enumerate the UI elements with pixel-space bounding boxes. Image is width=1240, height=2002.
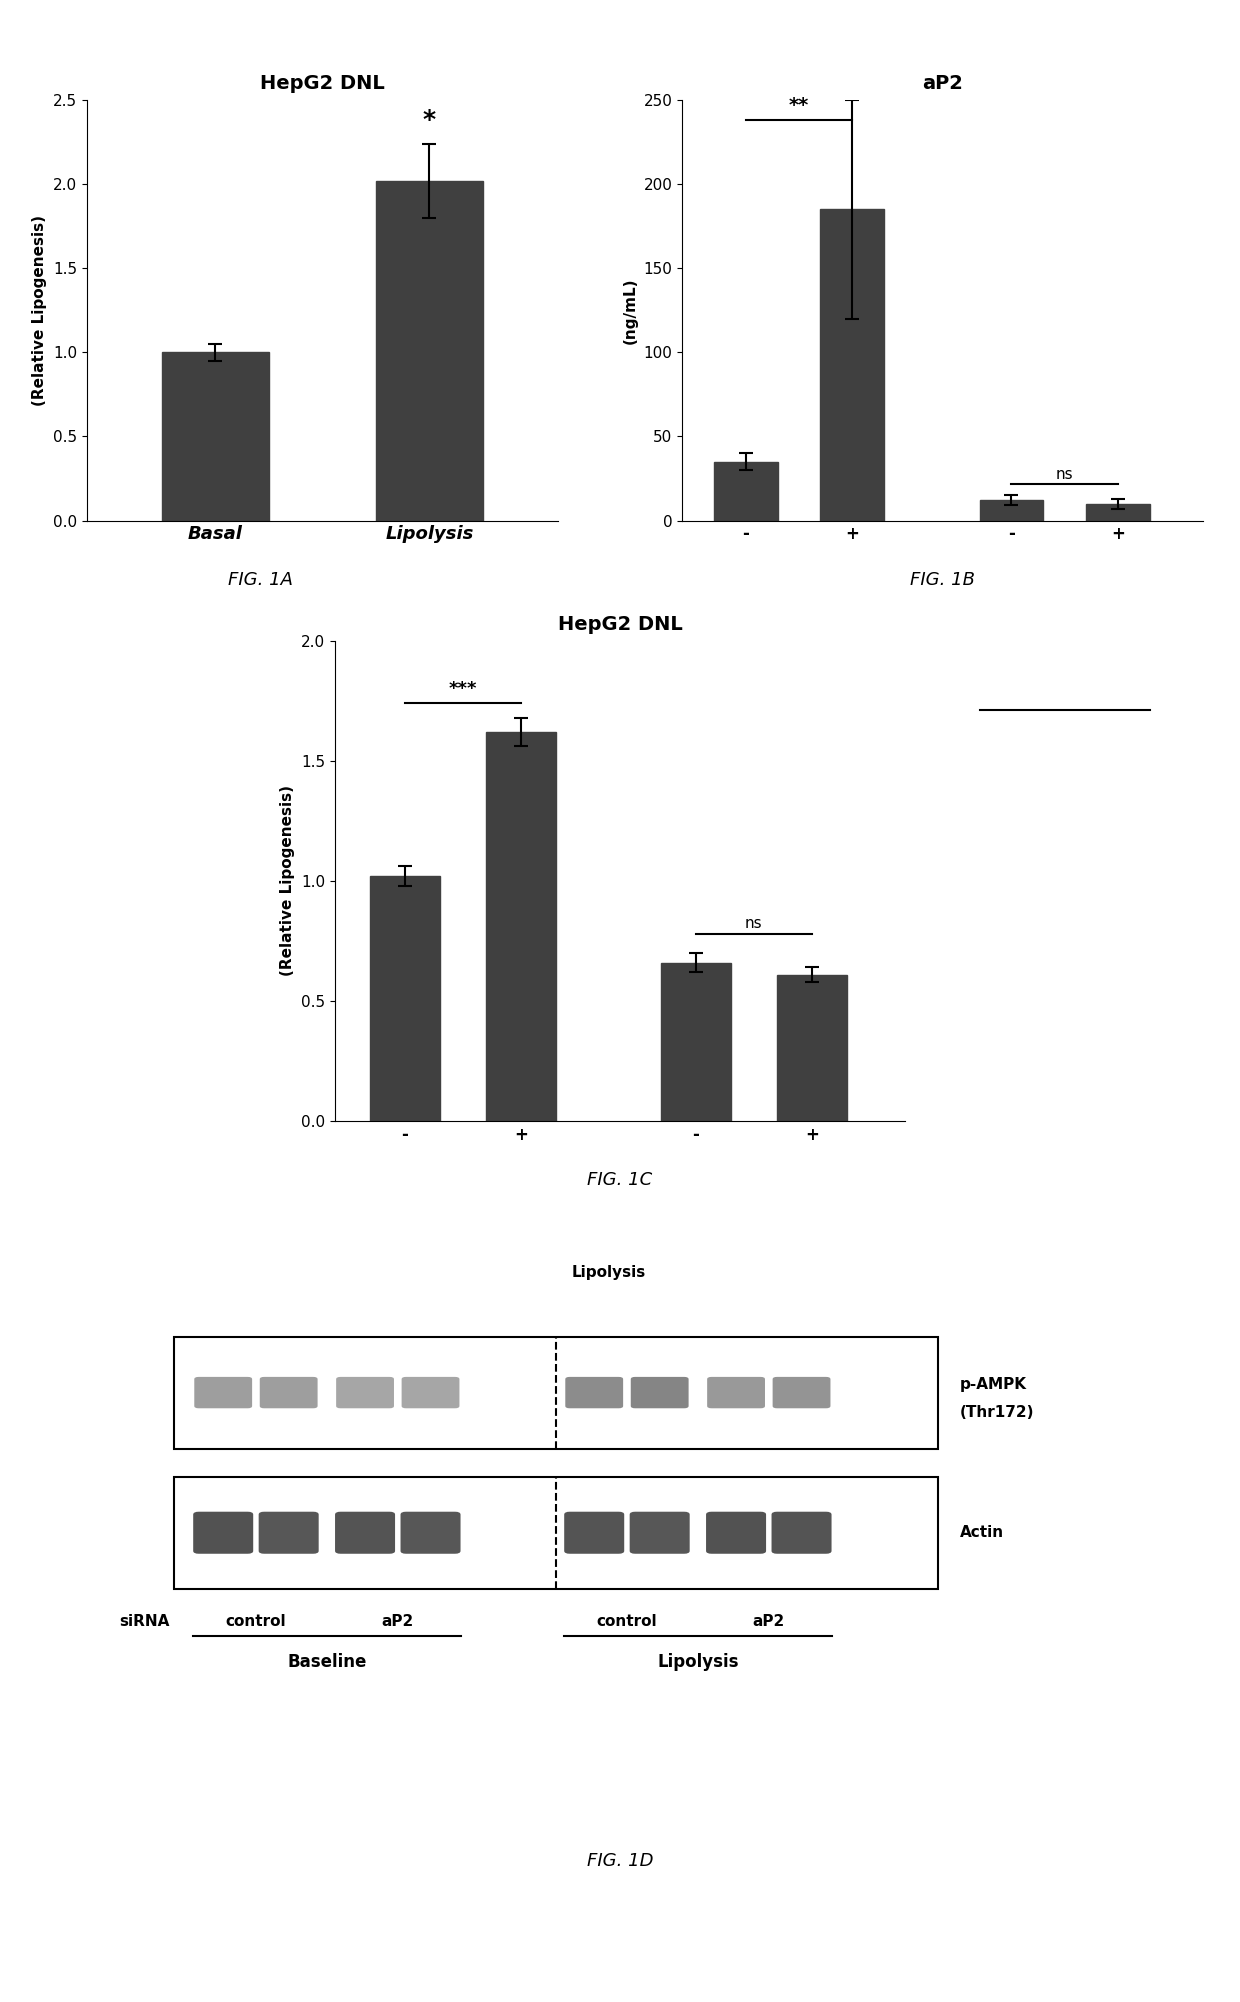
FancyBboxPatch shape: [773, 1377, 831, 1407]
FancyBboxPatch shape: [336, 1377, 394, 1407]
Y-axis label: (ng/mL): (ng/mL): [622, 276, 637, 344]
Text: ns: ns: [745, 917, 763, 931]
FancyBboxPatch shape: [565, 1377, 624, 1407]
Bar: [376, 180, 484, 521]
FancyBboxPatch shape: [771, 1512, 832, 1554]
Text: **: **: [789, 96, 808, 116]
Text: Lipolysis: Lipolysis: [657, 1654, 739, 1672]
Bar: [174, 1337, 937, 1449]
FancyBboxPatch shape: [707, 1377, 765, 1407]
Text: control: control: [596, 1614, 657, 1630]
FancyBboxPatch shape: [706, 1512, 766, 1554]
FancyBboxPatch shape: [630, 1512, 689, 1554]
FancyBboxPatch shape: [402, 1377, 460, 1407]
Text: control: control: [226, 1614, 286, 1630]
Title: HepG2 DNL: HepG2 DNL: [260, 74, 384, 92]
Text: aP2: aP2: [753, 1614, 785, 1630]
Text: p-AMPK: p-AMPK: [960, 1377, 1027, 1391]
Text: FIG. 1C: FIG. 1C: [588, 1171, 652, 1189]
Bar: [661, 963, 730, 1121]
Bar: [714, 462, 777, 521]
FancyBboxPatch shape: [401, 1512, 460, 1554]
Text: Baseline: Baseline: [288, 1654, 367, 1672]
FancyBboxPatch shape: [564, 1512, 624, 1554]
FancyBboxPatch shape: [195, 1377, 252, 1407]
FancyBboxPatch shape: [631, 1377, 688, 1407]
Text: FIG. 1D: FIG. 1D: [587, 1852, 653, 1870]
Bar: [820, 210, 884, 521]
FancyBboxPatch shape: [259, 1377, 317, 1407]
Bar: [174, 1477, 937, 1590]
Text: ns: ns: [1055, 466, 1074, 482]
Bar: [161, 352, 269, 521]
Text: control: control: [433, 1409, 494, 1423]
Text: *: *: [423, 108, 436, 132]
Bar: [980, 500, 1043, 521]
Text: Actin: Actin: [960, 1526, 1004, 1540]
Bar: [777, 975, 847, 1121]
FancyBboxPatch shape: [193, 1512, 253, 1554]
Bar: [370, 877, 439, 1121]
Text: siRNA: siRNA: [119, 1614, 170, 1630]
Y-axis label: (Relative Lipogenesis): (Relative Lipogenesis): [280, 785, 295, 977]
Text: siRNA: siRNA: [341, 1341, 391, 1357]
Text: aP2: aP2: [382, 1614, 414, 1630]
Title: HepG2 DNL: HepG2 DNL: [558, 615, 682, 633]
Title: aP2: aP2: [923, 74, 962, 92]
FancyBboxPatch shape: [335, 1512, 396, 1554]
Text: Lipolysis: Lipolysis: [572, 1265, 646, 1279]
Text: aP2: aP2: [738, 1409, 770, 1423]
Bar: [1086, 505, 1149, 521]
Y-axis label: (Relative Lipogenesis): (Relative Lipogenesis): [32, 214, 47, 406]
Text: (Thr172): (Thr172): [960, 1405, 1034, 1419]
Text: ***: ***: [449, 681, 477, 699]
FancyBboxPatch shape: [259, 1512, 319, 1554]
Text: FIG. 1A: FIG. 1A: [228, 571, 293, 589]
Text: FIG. 1B: FIG. 1B: [910, 571, 975, 589]
Bar: [486, 733, 556, 1121]
